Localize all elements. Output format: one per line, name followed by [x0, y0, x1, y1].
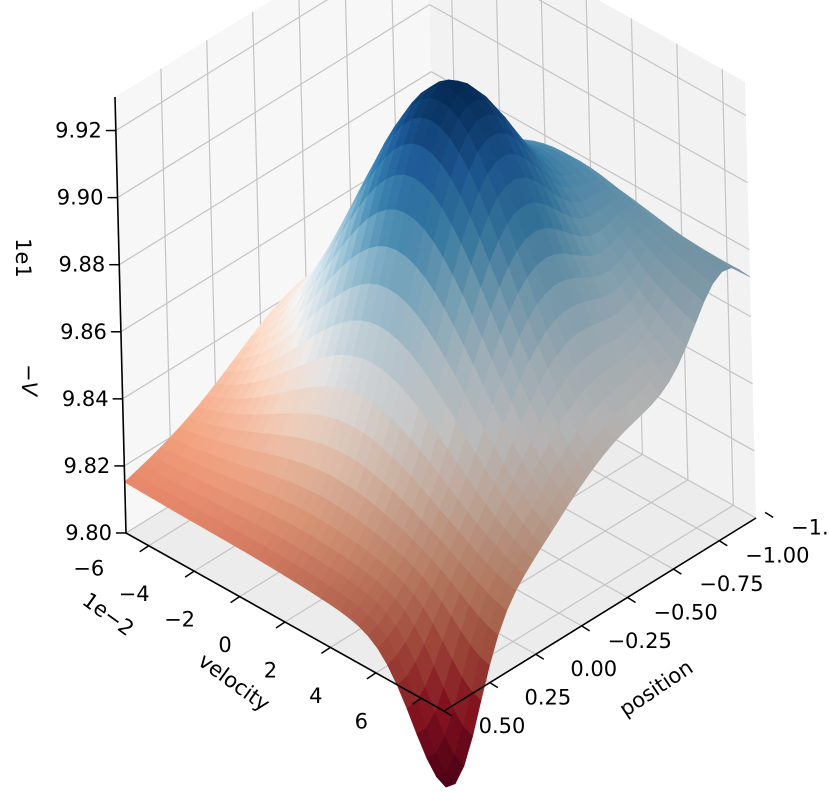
- z-axis-offset: 1e1: [11, 238, 35, 278]
- position-tick-label: 0.50: [479, 714, 526, 738]
- position-tick-label: 0.00: [570, 657, 617, 681]
- gridline: [115, 0, 329, 132]
- position-tick-mark: [489, 681, 499, 689]
- gridline: [160, 68, 173, 505]
- position-axis-line: [443, 517, 757, 712]
- velocity-tick-mark: [230, 595, 240, 604]
- velocity-tick-label: −2: [164, 608, 195, 632]
- position-tick-mark: [627, 596, 636, 604]
- velocity-tick-label: 0: [218, 633, 231, 657]
- velocity-tick-label: 6: [355, 709, 368, 733]
- value-tick-label: 9.80: [65, 521, 112, 545]
- value-tick-label: 9.84: [62, 387, 109, 411]
- position-axis-ticks: −1.25 −1.00 −0.75 −0.50 −0.25 0.00 0.25 0.50: [443, 511, 830, 738]
- velocity-tick-mark: [275, 621, 286, 629]
- gridline: [721, 69, 734, 506]
- velocity-tick-mark: [321, 646, 331, 655]
- position-tick-label: −0.75: [699, 572, 763, 596]
- z-axis-label: −V: [17, 364, 41, 398]
- position-tick-label: −0.25: [607, 629, 671, 653]
- x-axis-label: position: [615, 655, 697, 721]
- value-tick-label: 9.86: [60, 320, 107, 344]
- position-tick-mark: [581, 625, 591, 632]
- position-tick-label: −0.50: [653, 600, 717, 624]
- velocity-tick-label: −6: [73, 557, 104, 581]
- position-tick-mark: [535, 653, 545, 660]
- gridline: [538, 0, 747, 117]
- value-tick-label: 9.82: [64, 454, 111, 478]
- pane-velocity-min: [115, 0, 438, 533]
- position-tick-label: −1.25: [791, 515, 830, 539]
- value-tick-label: 9.92: [55, 119, 102, 143]
- value-tick-label: 9.88: [58, 253, 105, 277]
- surface-patch: [435, 772, 456, 788]
- position-tick-mark: [443, 710, 453, 717]
- position-tick-mark: [718, 540, 728, 547]
- velocity-tick-mark: [139, 545, 150, 553]
- velocity-tick-label: 2: [264, 658, 277, 682]
- value-tick-label: 9.90: [57, 186, 104, 210]
- velocity-axis-ticks: −6 −4 −2 0 2 4 6: [73, 545, 422, 733]
- value-axis-line: [114, 96, 127, 534]
- position-tick-mark: [673, 568, 682, 575]
- gridline: [118, 71, 432, 266]
- position-tick-mark: [764, 511, 774, 518]
- gridline: [429, 4, 748, 184]
- position-tick-label: 0.25: [524, 686, 571, 710]
- velocity-tick-label: 4: [309, 684, 322, 708]
- value-axis-ticks: 9.80 9.82 9.84 9.86 9.88 9.90 9.92: [55, 119, 126, 545]
- velocity-tick-mark: [411, 697, 422, 705]
- velocity-tick-mark: [366, 672, 377, 680]
- velocity-tick-label: −4: [119, 582, 150, 606]
- position-tick-label: −1.00: [745, 544, 809, 568]
- y-axis-label: velocity: [194, 649, 275, 717]
- gridline: [117, 4, 430, 199]
- surface-mesh: [124, 79, 751, 788]
- velocity-tick-mark: [184, 570, 195, 578]
